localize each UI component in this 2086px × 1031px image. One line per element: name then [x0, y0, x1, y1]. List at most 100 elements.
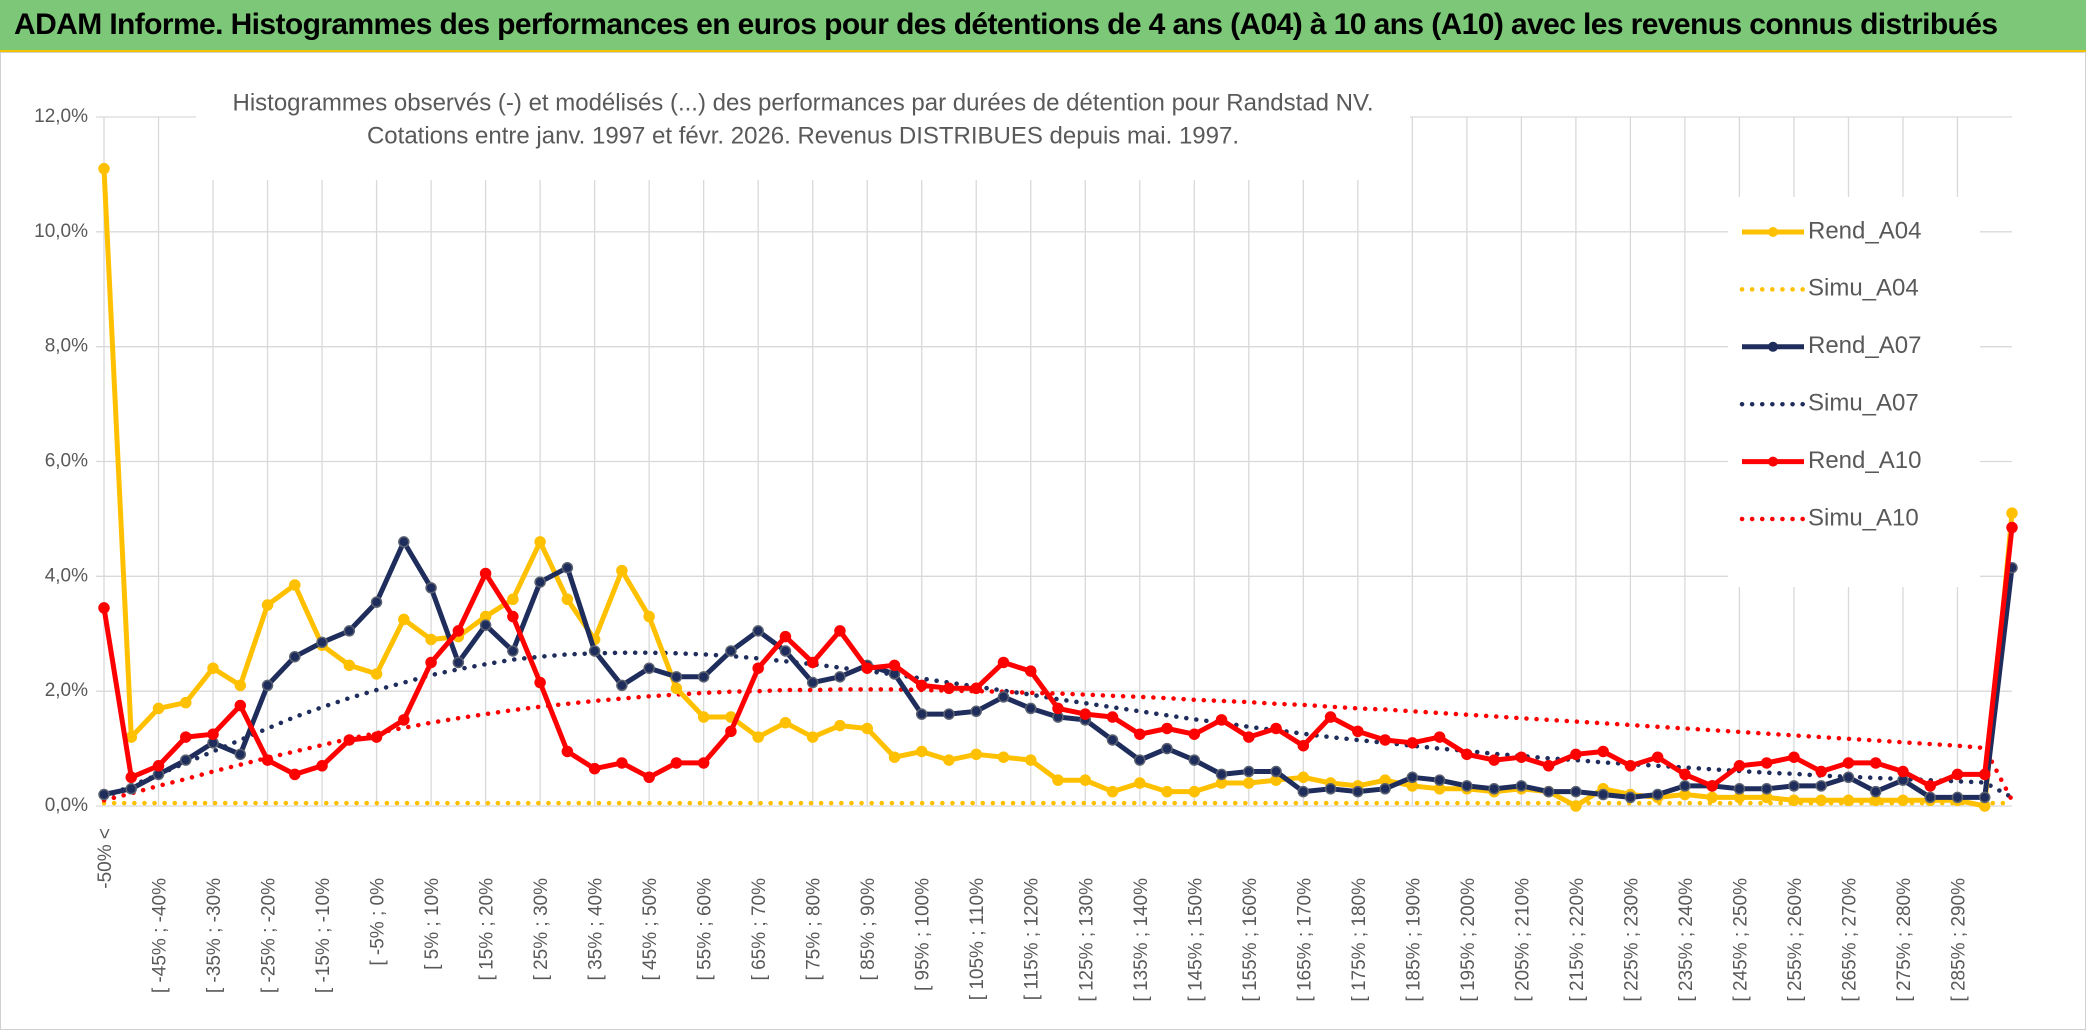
data-point-Rend_A10 [1188, 728, 1201, 740]
x-tick-label: [ 25% ; 30% [531, 878, 552, 981]
data-point-Rend_A07 [670, 671, 683, 683]
x-tick-label: [ 195% ; 200% [1458, 878, 1479, 1002]
data-point-Rend_A04 [1243, 777, 1255, 789]
x-tick-label: [ 105% ; 110% [967, 878, 988, 1000]
data-point-Rend_A07 [1651, 788, 1664, 801]
data-point-Rend_A07 [1515, 780, 1528, 792]
data-point-Rend_A04 [1788, 794, 1800, 807]
data-point-Rend_A07 [834, 671, 846, 683]
data-point-Rend_A07 [1542, 785, 1555, 798]
data-point-Rend_A10 [1134, 728, 1146, 740]
data-point-Rend_A04 [1052, 774, 1064, 786]
data-point-Rend_A10 [834, 625, 846, 637]
data-point-Rend_A07 [1270, 765, 1282, 778]
data-point-Rend_A10 [1897, 765, 1909, 778]
x-tick-label: [ 255% ; 260% [1785, 878, 1806, 1002]
x-tick-label: -50% < [95, 828, 116, 889]
data-point-Rend_A07 [1951, 791, 1964, 804]
legend-marker-Rend_A10 [1768, 456, 1778, 467]
data-point-Rend_A07 [370, 596, 383, 608]
data-point-Rend_A04 [2006, 507, 2018, 519]
data-point-Rend_A10 [425, 656, 437, 669]
data-point-Rend_A07 [1924, 791, 1936, 804]
legend-label-Rend_A07: Rend_A07 [1808, 332, 1921, 359]
data-point-Rend_A07 [1406, 771, 1419, 784]
data-point-Rend_A07 [98, 788, 110, 801]
legend-label-Simu_A10: Simu_A10 [1808, 504, 1919, 531]
data-point-Rend_A10 [752, 662, 764, 674]
data-point-Rend_A07 [398, 536, 410, 548]
chart: 0,0% 2,0% 4,0% 6,0% 8,0% 10,0% 12,0% -50% < [ -… [0, 52, 2086, 1030]
legend: Rend_A04 Simu_A04 Rend_A07 Simu_A07 Rend_A10… [1739, 217, 1921, 531]
data-point-Rend_A10 [1679, 768, 1691, 781]
x-tick-label: [ 285% ; 290% [1948, 878, 1969, 1002]
legend-marker-Rend_A04 [1768, 227, 1778, 237]
data-point-Rend_A07 [234, 748, 247, 761]
data-point-Rend_A07 [806, 676, 819, 689]
data-point-Rend_A07 [970, 705, 982, 718]
data-point-Rend_A10 [1842, 757, 1855, 769]
x-tick-label: [ 145% ; 150% [1185, 878, 1206, 1002]
data-point-Rend_A07 [452, 656, 465, 669]
data-point-Rend_A07 [479, 619, 492, 631]
data-point-Rend_A04 [1161, 785, 1173, 798]
data-point-Rend_A10 [915, 679, 928, 692]
data-point-Rend_A10 [125, 771, 138, 784]
data-point-Rend_A10 [152, 760, 165, 772]
data-point-Rend_A07 [779, 645, 792, 657]
data-point-Rend_A04 [1134, 777, 1146, 789]
data-point-Rend_A10 [1106, 711, 1119, 723]
data-point-Rend_A04 [398, 613, 410, 626]
legend-marker-Rend_A07 [1768, 341, 1778, 352]
data-point-Rend_A04 [1706, 791, 1718, 804]
x-tick-label: [ 115% ; 120% [1022, 878, 1043, 1000]
data-point-Rend_A10 [1624, 760, 1637, 772]
data-point-Rend_A10 [1815, 765, 1827, 778]
data-point-Rend_A07 [643, 662, 655, 674]
legend-label-Simu_A04: Simu_A04 [1808, 275, 1919, 302]
data-point-Rend_A07 [1869, 785, 1882, 798]
data-point-Rend_A07 [1352, 785, 1364, 798]
data-point-Rend_A10 [1488, 754, 1500, 766]
data-point-Rend_A10 [1379, 734, 1391, 746]
data-point-Rend_A10 [98, 602, 110, 614]
data-point-Rend_A07 [1297, 785, 1310, 798]
y-tick-label: 8,0% [45, 336, 88, 357]
data-point-Rend_A10 [970, 682, 982, 695]
data-point-Rend_A10 [1297, 739, 1310, 752]
data-point-Rend_A07 [1788, 780, 1800, 792]
data-point-Rend_A07 [725, 645, 737, 657]
data-point-Rend_A10 [261, 754, 274, 766]
data-point-Rend_A04 [289, 579, 301, 591]
data-point-Rend_A07 [1570, 785, 1582, 798]
legend-label-Rend_A04: Rend_A04 [1808, 217, 1921, 244]
x-tick-label: [ 165% ; 170% [1294, 878, 1315, 1002]
data-point-Rend_A10 [316, 760, 328, 772]
data-point-Rend_A10 [479, 567, 492, 580]
data-point-Rend_A10 [1515, 751, 1528, 763]
data-point-Rend_A07 [1488, 783, 1500, 795]
x-axis: -50% < [ -45% ; -40% [ -35% ; -30% [ -25% ;… [95, 828, 1969, 1002]
data-point-Rend_A04 [670, 682, 683, 695]
data-point-Rend_A04 [152, 702, 165, 715]
data-point-Rend_A10 [1406, 737, 1419, 749]
y-tick-label: 0,0% [45, 795, 88, 816]
data-point-Rend_A10 [180, 731, 192, 743]
data-point-Rend_A04 [1842, 794, 1855, 807]
data-point-Rend_A07 [289, 650, 301, 663]
data-point-Rend_A04 [425, 633, 437, 646]
x-tick-label: [ 95% ; 100% [913, 878, 934, 991]
data-point-Rend_A04 [915, 745, 928, 758]
gridlines [96, 116, 2012, 807]
data-point-Rend_A07 [752, 625, 764, 637]
x-tick-label: [ 75% ; 80% [804, 878, 825, 981]
data-point-Rend_A07 [997, 691, 1010, 703]
data-point-Rend_A07 [1733, 783, 1746, 795]
data-point-Rend_A07 [1760, 783, 1773, 795]
data-point-Rend_A07 [1215, 768, 1228, 781]
data-point-Rend_A10 [1951, 768, 1964, 781]
data-point-Rend_A10 [779, 630, 792, 643]
data-point-Rend_A07 [1243, 765, 1255, 778]
data-point-Rend_A07 [697, 671, 710, 683]
x-tick-label: [ 135% ; 140% [1131, 878, 1152, 1002]
